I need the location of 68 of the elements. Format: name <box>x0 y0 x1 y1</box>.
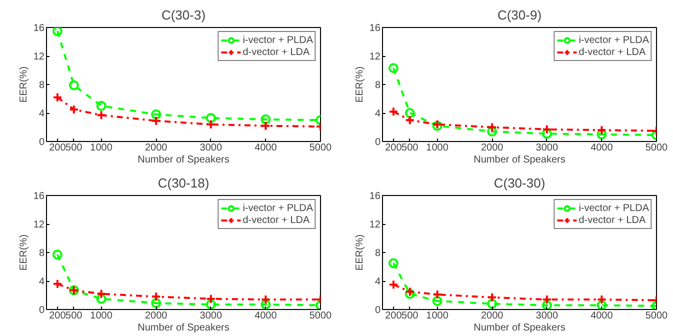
x-tick-label: 500 <box>66 142 83 154</box>
x-tick-label: 1000 <box>90 142 113 154</box>
y-tick-label: 8 <box>38 80 45 91</box>
y-tick-label: 0 <box>374 137 381 148</box>
x-tick-label: 1000 <box>426 142 449 154</box>
x-tick-label: 200 <box>49 310 66 322</box>
y-tick-label: 16 <box>33 191 45 202</box>
y-axis-title: EER(%) <box>354 234 366 271</box>
y-axis-title: EER(%) <box>18 66 30 103</box>
x-tick-label: 4000 <box>590 310 614 322</box>
x-tick-label: 2000 <box>144 142 168 154</box>
x-tick-label: 4000 <box>590 142 614 154</box>
chart-title: C(30-30) <box>494 176 546 190</box>
x-tick-label: 5000 <box>309 142 332 154</box>
x-tick-label: 5000 <box>309 310 332 322</box>
y-tick-label: 8 <box>374 80 381 91</box>
y-tick-label: 0 <box>38 137 45 148</box>
x-tick-label: 3000 <box>200 310 222 322</box>
y-tick-label: 8 <box>38 248 45 259</box>
y-tick-label: 12 <box>33 52 45 62</box>
legend-label: d-vector + LDA <box>578 214 646 226</box>
x-axis-title: Number of Speakers <box>474 154 566 166</box>
x-tick-label: 500 <box>402 142 419 154</box>
x-tick-label: 5000 <box>645 142 668 154</box>
x-tick-label: 3000 <box>536 142 558 154</box>
chart-title: C(30-9) <box>497 8 542 22</box>
x-tick-label: 200 <box>49 142 66 154</box>
y-tick-label: 0 <box>374 305 381 316</box>
legend-label: i-vector + PLDA <box>242 202 313 214</box>
x-axis-title: Number of Speakers <box>474 322 566 334</box>
x-tick-label: 500 <box>402 310 419 322</box>
y-axis-title: EER(%) <box>18 234 30 271</box>
x-tick-label: 200 <box>385 310 402 322</box>
legend-label: d-vector + LDA <box>242 46 310 58</box>
x-tick-label: 3000 <box>536 310 558 322</box>
y-tick-label: 4 <box>38 276 45 288</box>
y-tick-label: 4 <box>374 276 381 288</box>
y-tick-label: 16 <box>33 23 45 34</box>
x-axis-title: Number of Speakers <box>138 322 230 334</box>
x-tick-label: 4000 <box>254 142 278 154</box>
legend-label: i-vector + PLDA <box>578 202 649 214</box>
y-tick-label: 12 <box>369 52 381 62</box>
y-tick-label: 16 <box>369 23 381 34</box>
y-tick-label: 8 <box>374 248 381 259</box>
x-tick-label: 200 <box>385 142 402 154</box>
y-tick-label: 12 <box>33 220 45 230</box>
legend-label: i-vector + PLDA <box>578 34 649 46</box>
x-tick-label: 1000 <box>426 310 449 322</box>
y-tick-label: 0 <box>38 305 45 316</box>
x-tick-label: 500 <box>66 310 83 322</box>
x-tick-label: 4000 <box>254 310 278 322</box>
chart-title: C(30-3) <box>161 8 206 22</box>
y-tick-label: 4 <box>38 108 45 120</box>
x-tick-label: 3000 <box>200 142 222 154</box>
y-tick-label: 4 <box>374 108 381 120</box>
chart-title: C(30-18) <box>158 176 210 190</box>
legend-label: d-vector + LDA <box>578 46 646 58</box>
x-tick-label: 2000 <box>144 310 168 322</box>
legend-label: d-vector + LDA <box>242 214 310 226</box>
x-tick-label: 2000 <box>480 310 504 322</box>
x-tick-label: 2000 <box>480 142 504 154</box>
x-tick-label: 1000 <box>90 310 113 322</box>
legend-label: i-vector + PLDA <box>242 34 313 46</box>
x-axis-title: Number of Speakers <box>138 154 230 166</box>
x-tick-label: 5000 <box>645 310 668 322</box>
y-tick-label: 16 <box>369 191 381 202</box>
y-axis-title: EER(%) <box>354 66 366 103</box>
y-tick-label: 12 <box>369 220 381 230</box>
